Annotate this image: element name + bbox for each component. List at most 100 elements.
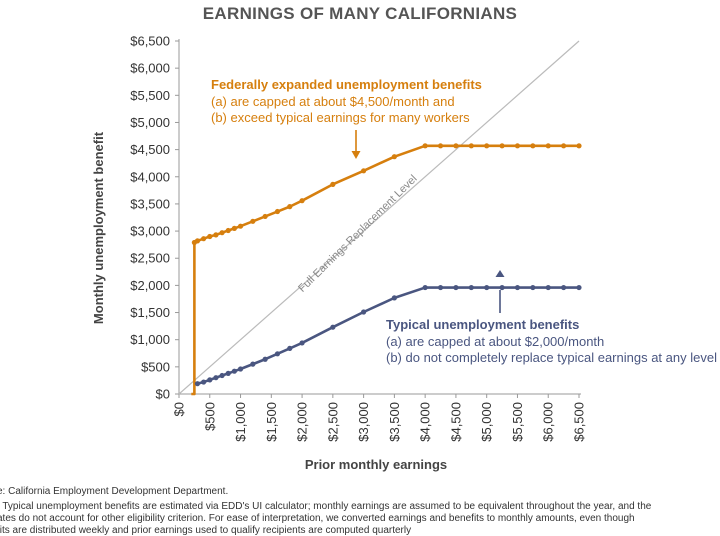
typical-data-point xyxy=(530,284,536,291)
typical-data-point xyxy=(361,309,367,315)
federal-annotation-title: Federally expanded unemployment benefits xyxy=(211,77,482,92)
y-tick-label: $0 xyxy=(156,387,170,402)
federal-data-point xyxy=(219,230,225,236)
federal-annotation-line-a: (a) are capped at about $4,500/month and xyxy=(211,94,455,109)
x-tick-label: $2,500 xyxy=(325,402,340,442)
federal-data-point xyxy=(437,143,444,149)
x-tick-label: $4,500 xyxy=(448,402,463,442)
typical-data-point xyxy=(299,340,305,346)
typical-data-point xyxy=(225,370,231,376)
chart-title: EARNINGS OF MANY CALIFORNIANS xyxy=(203,4,517,23)
federal-data-point xyxy=(287,204,293,210)
typical-data-point xyxy=(231,368,237,374)
y-tick-label: $6,000 xyxy=(130,61,170,76)
federal-data-point xyxy=(194,238,201,244)
typical-data-point xyxy=(453,284,459,291)
federal-data-point xyxy=(422,143,428,149)
y-axis-label: Monthly unemployment benefit xyxy=(91,131,106,324)
x-tick-label: $1,500 xyxy=(264,402,279,442)
federal-data-point xyxy=(262,213,268,220)
typical-data-point xyxy=(207,377,213,383)
federal-data-point xyxy=(207,233,213,240)
typical-data-point xyxy=(484,284,490,291)
federal-data-point xyxy=(468,143,474,149)
federal-data-point xyxy=(274,208,281,215)
federal-data-point xyxy=(499,143,505,149)
typical-data-point xyxy=(262,356,268,362)
federal-data-point xyxy=(225,227,231,234)
y-tick-label: $4,000 xyxy=(130,169,170,184)
x-tick-labels: $0 $500 $1,000 $1,500 $2,000 $2,500 $3,000 $3,5… xyxy=(172,394,587,442)
typical-data-point xyxy=(250,361,256,367)
typical-annotation-line-b: (b) do not completely replace typical ea… xyxy=(386,350,717,365)
federal-annotation-line-b: (b) exceed typical earnings for many wor… xyxy=(211,110,470,125)
y-tick-label: $5,500 xyxy=(130,88,170,103)
federal-data-point xyxy=(561,143,567,149)
typical-data-point xyxy=(561,284,567,291)
typical-annotation-title: Typical unemployment benefits xyxy=(386,317,579,332)
typical-data-point xyxy=(274,351,281,357)
x-tick-label: $1,000 xyxy=(233,402,248,442)
federal-data-point xyxy=(250,218,256,224)
federal-data-point xyxy=(213,232,219,238)
x-tick-label: $5,000 xyxy=(479,402,494,442)
typical-annotation-line-a: (a) are capped at about $2,000/month xyxy=(386,334,604,349)
typical-data-point xyxy=(576,284,582,291)
y-tick-label: $5,000 xyxy=(130,115,170,130)
typical-data-point xyxy=(391,295,397,301)
full-replacement-line xyxy=(178,40,580,395)
y-tick-label: $3,500 xyxy=(130,196,170,211)
y-tick-label: $1,000 xyxy=(130,332,170,347)
x-tick-label: $0 xyxy=(172,402,187,416)
federal-data-point xyxy=(237,223,244,229)
x-axis-label: Prior monthly earnings xyxy=(305,457,447,472)
full-replacement-label: Full Earnings Replacement Level xyxy=(296,173,419,295)
federal-data-point xyxy=(201,236,207,242)
typical-data-point xyxy=(287,345,293,351)
x-tick-label: $3,500 xyxy=(387,402,402,442)
x-tick-label: $500 xyxy=(202,402,217,431)
x-tick-label: $6,500 xyxy=(572,402,587,442)
series-layer xyxy=(191,143,582,396)
federal-data-point xyxy=(484,143,490,149)
typical-annotation-arrow xyxy=(495,270,505,313)
federal-data-point xyxy=(545,143,551,149)
typical-data-point xyxy=(201,379,207,385)
footnote-note-line-1: : Typical unemployment benefits are esti… xyxy=(0,501,652,512)
footnote-source: e: California Employment Development Dep… xyxy=(0,486,229,497)
typical-data-point xyxy=(237,366,244,372)
federal-data-point xyxy=(514,143,521,149)
typical-data-point xyxy=(545,284,551,291)
x-tick-label: $4,000 xyxy=(418,402,433,442)
y-tick-label: $3,000 xyxy=(130,224,170,239)
federal-data-point xyxy=(231,225,237,231)
federal-data-point xyxy=(391,154,397,160)
y-tick-label: $1,500 xyxy=(130,305,170,320)
typical-data-point xyxy=(213,375,219,381)
typical-data-point xyxy=(468,284,474,291)
federal-data-point xyxy=(453,143,459,149)
typical-data-point xyxy=(194,381,201,387)
typical-data-point xyxy=(437,284,444,291)
x-tick-label: $3,000 xyxy=(356,402,371,442)
typical-data-point xyxy=(219,372,225,379)
x-tick-label: $6,000 xyxy=(541,402,556,442)
typical-data-point xyxy=(330,324,336,330)
typical-data-point xyxy=(422,284,428,291)
x-tick-label: $2,000 xyxy=(295,402,310,442)
y-tick-label: $4,500 xyxy=(130,142,170,157)
typical-data-point xyxy=(514,284,521,291)
federal-data-point xyxy=(361,168,367,174)
federal-data-point xyxy=(576,143,582,149)
x-tick-label: $5,500 xyxy=(510,402,525,442)
footnote-note-line-2: ates do not account for other eligibilit… xyxy=(0,513,635,524)
federal-annotation-arrow xyxy=(351,130,361,159)
y-tick-label: $2,000 xyxy=(130,278,170,293)
y-tick-label: $6,500 xyxy=(130,34,170,49)
federal-data-point xyxy=(299,198,305,204)
y-tick-label: $500 xyxy=(141,359,170,374)
y-tick-label: $2,500 xyxy=(130,251,170,266)
federal-data-point xyxy=(330,181,336,187)
typical-data-point xyxy=(499,284,505,291)
